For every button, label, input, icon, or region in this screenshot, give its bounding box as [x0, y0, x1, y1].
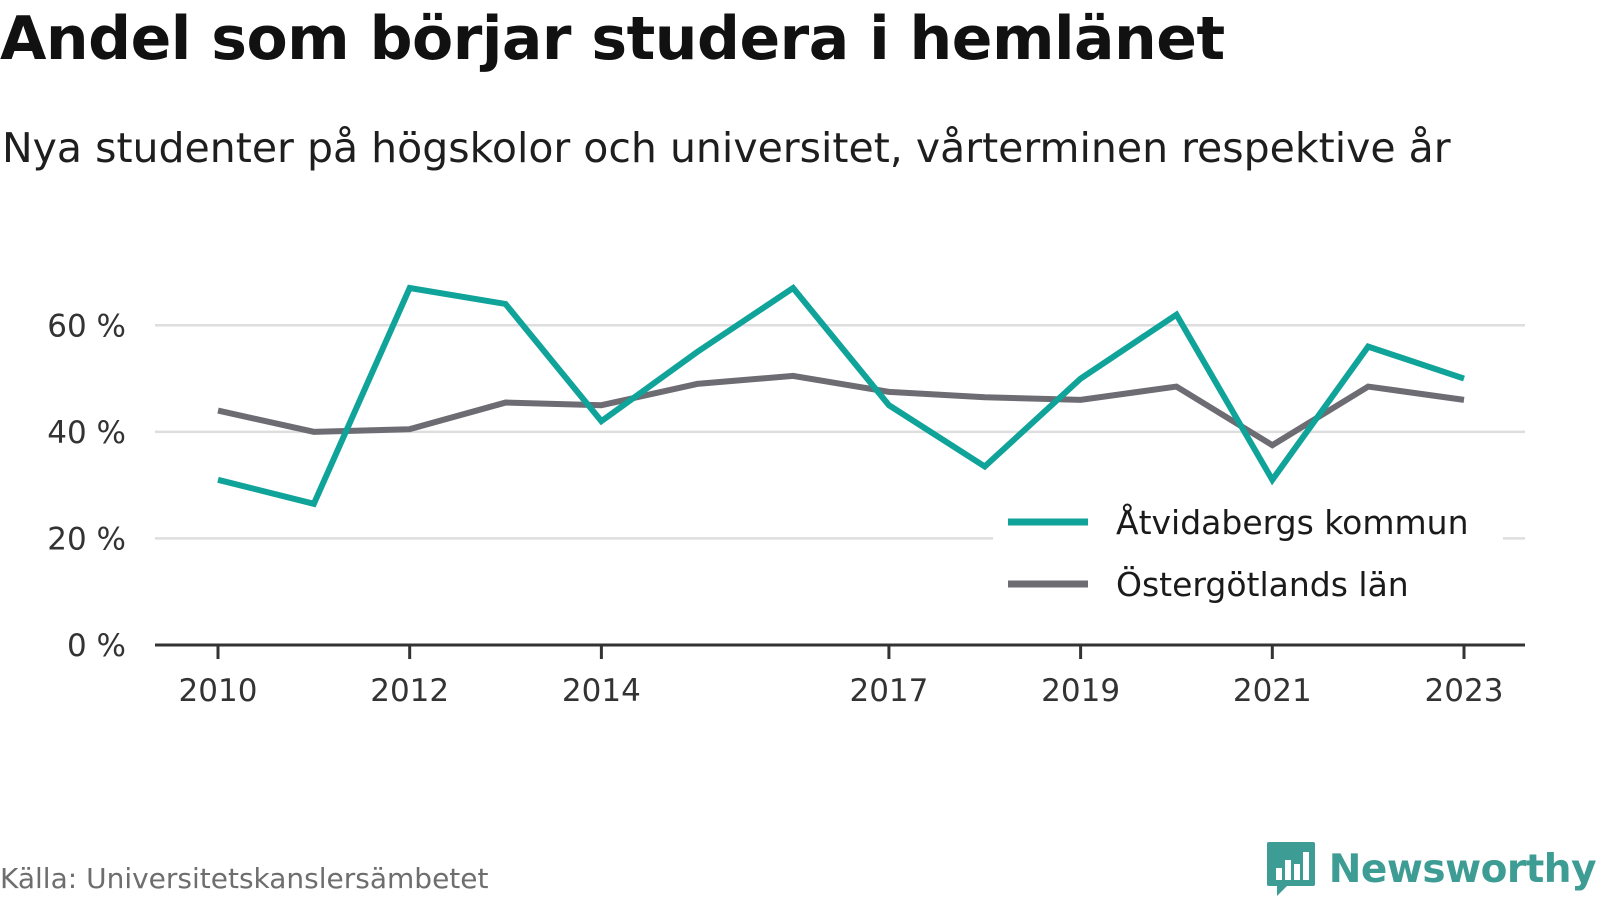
legend-label: Åtvidabergs kommun [1116, 502, 1469, 542]
legend: Åtvidabergs kommun Östergötlands län [993, 490, 1503, 618]
x-tick-label: 2023 [1425, 673, 1504, 709]
chart-title: Andel som börjar studera i hemlänet [0, 4, 1225, 74]
brand-name: Newsworthy [1328, 846, 1597, 892]
y-tick-label: 20 % [47, 521, 126, 557]
series-lines [217, 283, 1465, 508]
y-tick-label: 60 % [47, 308, 126, 344]
series-line-atvidaberg [217, 283, 1465, 508]
y-tick-label: 0 % [67, 628, 126, 664]
x-tick-label: 2019 [1041, 673, 1120, 709]
legend-background [993, 490, 1503, 618]
axes: 0 % 20 % 40 % 60 % 2010 2012 2014 2017 2019 2021 2… [47, 308, 1525, 709]
x-tick-label: 2014 [562, 673, 641, 709]
newsworthy-logo-icon [1266, 842, 1315, 896]
y-tick-label: 40 % [47, 415, 126, 451]
series-line-ostergotland [217, 372, 1465, 449]
chart-subtitle: Nya studenter på högskolor och universit… [2, 124, 1451, 172]
x-tick-label: 2021 [1233, 673, 1312, 709]
legend-label: Östergötlands län [1116, 564, 1409, 604]
x-tick-label: 2017 [849, 673, 928, 709]
source-note: Källa: Universitetskanslersämbetet [0, 862, 489, 895]
x-tick-label: 2010 [179, 673, 258, 709]
x-tick-label: 2012 [370, 673, 449, 709]
line-chart: 0 % 20 % 40 % 60 % 2010 2012 2014 2017 2019 2021 2… [47, 283, 1525, 709]
brand-logo: Newsworthy [1265, 840, 1597, 898]
